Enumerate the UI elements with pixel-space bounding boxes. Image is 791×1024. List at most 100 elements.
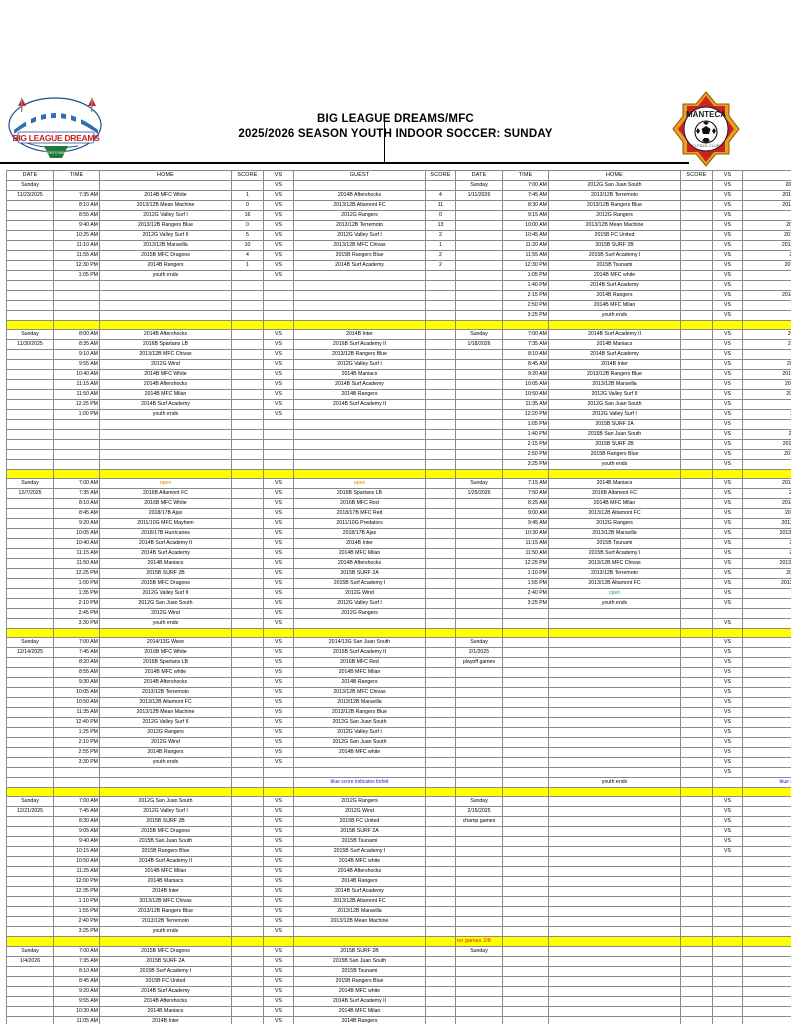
cell-vs-left: VS: [263, 926, 294, 937]
cell-guest-left: 2014B Maniacs: [293, 369, 426, 380]
cell-vs-left: VS: [263, 389, 294, 400]
cell-time-right: [502, 806, 549, 817]
cell-date-right: [455, 767, 503, 778]
cell-time-left: 11:50 AM: [53, 389, 100, 400]
cell-time-left: 7:35 AM: [53, 488, 100, 499]
cell-vs-right: VS: [712, 369, 743, 380]
cell-vs-right: VS: [712, 806, 743, 817]
cell-date-left: [6, 757, 54, 768]
separator-cell: [6, 628, 54, 638]
cell-guest-score-left: [425, 359, 456, 370]
cell-vs-right: VS: [712, 200, 743, 211]
table-row: 3:25 PM youth ends VS: [6, 926, 791, 937]
cell-time-right: 11:55 AM: [502, 250, 549, 261]
table-row: 8:55 AM 2012G Valley Surf I 16 VS 2012G Rang…: [6, 210, 791, 221]
cell-home-score-right: [680, 180, 713, 191]
cell-time-left: 10:25 AM: [53, 230, 100, 241]
cell-home-score-right: [680, 608, 713, 619]
cell-time-right: 1:40 PM: [502, 429, 549, 440]
cell-home-left: 2016B MFC White: [99, 498, 232, 509]
cell-guest-score-left: [425, 329, 456, 340]
cell-vs-left: VS: [263, 667, 294, 678]
table-row: Sunday 8:00 AM 2014B Aftershocks VS 2014B In…: [6, 329, 791, 340]
cell-vs-right: VS: [712, 310, 743, 321]
col-header-score2-left: SCORE: [425, 170, 456, 181]
cell-guest-score-left: [425, 369, 456, 380]
cell-date-left: [6, 976, 54, 987]
cell-date-left: [6, 677, 54, 688]
cell-home-score-right: [680, 369, 713, 380]
cell-home-left: [99, 419, 232, 430]
table-row: 10:05 AM 2013/12B Terremoto VS 2013/12B MFC…: [6, 687, 791, 698]
separator-cell: [6, 320, 54, 330]
cell-guest-right: 2014B Surf Academy II: [742, 290, 791, 301]
cell-date-left: [6, 896, 54, 907]
cell-guest-right: [742, 846, 791, 857]
cell-time-left: 1:00 PM: [53, 409, 100, 420]
cell-time-right: [502, 886, 549, 897]
table-row: 1:10 PM 2013/12B MFC Chivas VS 2013/12B Alt…: [6, 896, 791, 907]
cell-vs-left: VS: [263, 180, 294, 191]
cell-vs-right: VS: [712, 558, 743, 569]
cell-date-right: [455, 200, 503, 211]
cell-guest-right: [742, 886, 791, 897]
cell-date-left: 1/4/2026: [6, 956, 54, 967]
cell-home-right: youth ends: [548, 310, 681, 321]
cell-date-left: [6, 767, 54, 778]
cell-home-score-right: [680, 508, 713, 519]
cell-date-left: [6, 429, 54, 440]
cell-vs-right: VS: [712, 588, 743, 599]
cell-home-left: 2015B SURF 2B: [99, 816, 232, 827]
cell-home-right: [548, 707, 681, 718]
cell-vs-right: VS: [712, 260, 743, 271]
cell-guest-right: [742, 926, 791, 937]
cell-home-score-left: [231, 399, 264, 410]
cell-date-right: [455, 310, 503, 321]
cell-time-right: 10:30 AM: [502, 528, 549, 539]
table-row: 8:10 AM 2016B MFC White VS 2016B MFC Red 8:2…: [6, 498, 791, 509]
page-header: BIG LEAGUE DREAMS SPORTS PARKS BIG LEAGU…: [0, 91, 791, 170]
cell-home-right: 2012G San Juan South: [548, 399, 681, 410]
cell-home-score-left: [231, 488, 264, 499]
cell-vs-right: VS: [712, 389, 743, 400]
cell-date-right: [455, 966, 503, 977]
separator-cell: [53, 320, 100, 330]
table-row: 9:10 AM 2013/12B MFC Chivas VS 2013/12B Ran…: [6, 349, 791, 360]
cell-home-score-left: [231, 657, 264, 668]
cell-vs-right: [712, 976, 743, 987]
cell-time-left: 10:50 AM: [53, 856, 100, 867]
cell-home-score-right: [680, 528, 713, 539]
cell-guest-score-left: 13: [425, 220, 456, 231]
cell-date-right: [455, 548, 503, 559]
cell-home-right: [548, 697, 681, 708]
cell-date-left: [6, 866, 54, 877]
cell-vs-left: VS: [263, 657, 294, 668]
cell-date-right: [455, 876, 503, 887]
cell-home-left: [99, 767, 232, 778]
cell-guest-right: 2013/12B Mean Machine: [742, 528, 791, 539]
cell-time-left: 8:00 AM: [53, 329, 100, 340]
table-row: 11:10 AM 2013/12B Maravilla 10 VS 2013/12B M…: [6, 240, 791, 251]
cell-home-score-left: [231, 747, 264, 758]
cell-guest-left: [293, 280, 426, 291]
cell-guest-right: [742, 637, 791, 648]
cell-date-left: [6, 300, 54, 311]
table-row: blue score indicates forfeit youth ends bl…: [6, 777, 791, 788]
cell-home-left: 2014B Aftershocks: [99, 329, 232, 340]
cell-home-score-left: [231, 300, 264, 311]
cell-home-score-right: [680, 647, 713, 658]
cell-guest-left: 2014B Rangers: [293, 389, 426, 400]
cell-home-right: [548, 986, 681, 997]
cell-home-score-left: [231, 329, 264, 340]
cell-date-left: [6, 280, 54, 291]
cell-guest-score-left: [425, 488, 456, 499]
cell-vs-right: VS: [712, 230, 743, 241]
cell-guest-left: 2014B Rangers: [293, 677, 426, 688]
cell-date-right: [455, 389, 503, 400]
cell-time-left: [53, 300, 100, 311]
cell-vs-right: VS: [712, 667, 743, 678]
cell-date-right: [455, 846, 503, 857]
separator-cell: [231, 469, 264, 479]
col-header-home-left: HOME: [99, 170, 232, 181]
cell-guest-right: [742, 727, 791, 738]
